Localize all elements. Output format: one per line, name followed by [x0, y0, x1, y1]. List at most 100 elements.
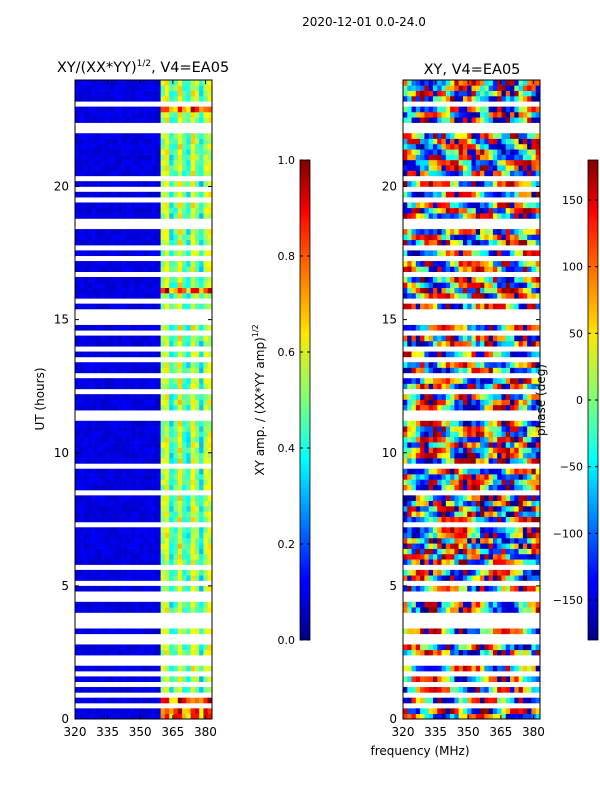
- amplitude-cell: [83, 287, 89, 294]
- amplitude-cell: [122, 697, 127, 704]
- amplitude-cell: [177, 708, 183, 714]
- phase-cell: [488, 665, 494, 672]
- phase-cell: [531, 532, 537, 539]
- phase-cell: [411, 138, 417, 145]
- phase-cell: [522, 191, 528, 198]
- phase-cell: [411, 378, 417, 384]
- phase-cell: [518, 229, 524, 235]
- amplitude-cell: [207, 170, 213, 177]
- amplitude-cell: [130, 133, 136, 139]
- amplitude-cell: [199, 207, 204, 214]
- amplitude-cell: [113, 665, 119, 672]
- amplitude-cell: [199, 293, 204, 299]
- phase-cell: [488, 644, 494, 651]
- phase-cell: [531, 261, 537, 267]
- phase-cell: [527, 138, 532, 145]
- amplitude-cell: [152, 394, 157, 400]
- phase-cell: [522, 468, 528, 475]
- amplitude-cell: [130, 394, 136, 400]
- amplitude-cell: [194, 287, 200, 294]
- phase-cell: [467, 277, 472, 283]
- amplitude-cell: [152, 484, 157, 491]
- amplitude-cell: [173, 95, 179, 102]
- amplitude-cell: [182, 708, 187, 714]
- amplitude-cell: [104, 261, 110, 267]
- amplitude-cell: [96, 713, 101, 720]
- amplitude-cell: [92, 234, 97, 241]
- phase-cell: [445, 159, 451, 166]
- amplitude-cell: [96, 607, 101, 613]
- phase-cell: [467, 687, 472, 693]
- phase-cell: [531, 149, 537, 155]
- amplitude-cell: [113, 708, 119, 714]
- amplitude-cell: [190, 287, 196, 294]
- amplitude-cell: [182, 266, 187, 273]
- phase-cell: [497, 585, 502, 592]
- phase-cell: [437, 287, 442, 294]
- amplitude-cell: [79, 181, 84, 187]
- amplitude-cell: [96, 495, 101, 501]
- phase-cell: [518, 266, 524, 273]
- phase-cell: [501, 234, 507, 241]
- amplitude-cell: [152, 282, 157, 288]
- phase-cell: [475, 708, 481, 714]
- phase-cell: [432, 191, 438, 198]
- phase-cell: [437, 394, 442, 400]
- phase-cell: [454, 516, 459, 523]
- phase-cell: [432, 266, 438, 273]
- amplitude-cell: [92, 149, 97, 155]
- amplitude-cell: [190, 553, 196, 560]
- phase-cell: [415, 143, 421, 150]
- phase-cell: [480, 452, 485, 459]
- phase-cell: [497, 293, 502, 299]
- phase-cell: [480, 644, 485, 651]
- phase-cell: [497, 644, 502, 651]
- amplitude-cell: [160, 665, 166, 672]
- phase-cell: [450, 676, 455, 683]
- amplitude-cell: [104, 229, 110, 235]
- phase-cell: [480, 585, 485, 592]
- phase-cell: [475, 687, 481, 693]
- amplitude-cell: [190, 426, 196, 432]
- amplitude-cell: [96, 207, 101, 214]
- phase-cell: [424, 676, 429, 683]
- phase-cell: [484, 170, 489, 177]
- amplitude-cell: [177, 649, 183, 656]
- phase-cell: [424, 250, 429, 257]
- phase-cell: [411, 527, 417, 533]
- phase-cell: [522, 340, 528, 347]
- phase-cell: [467, 170, 472, 177]
- phase-cell: [501, 133, 507, 139]
- phase-cell: [475, 665, 481, 672]
- amplitude-cell: [130, 170, 136, 177]
- amplitude-cell: [134, 708, 140, 714]
- phase-cell: [437, 367, 442, 374]
- amplitude-cell: [199, 553, 204, 560]
- amplitude-cell: [160, 133, 166, 139]
- phase-cell: [467, 191, 472, 198]
- amplitude-cell: [75, 399, 80, 406]
- amplitude-cell: [109, 516, 114, 523]
- amplitude-cell: [126, 575, 131, 581]
- phase-cell: [497, 282, 502, 288]
- amplitude-cell: [87, 362, 93, 368]
- phase-cell: [458, 447, 464, 454]
- phase-cell: [501, 500, 507, 507]
- phase-cell: [488, 202, 494, 209]
- phase-cell: [432, 495, 438, 501]
- amplitude-cell: [203, 250, 209, 257]
- phase-cell: [403, 687, 408, 693]
- amplitude-cell: [203, 404, 209, 411]
- phase-cell: [471, 468, 477, 475]
- phase-cell: [432, 340, 438, 347]
- phase-cell: [531, 202, 537, 209]
- amplitude-cell: [92, 404, 97, 411]
- phase-cell: [415, 436, 421, 443]
- amplitude-cell: [164, 266, 170, 273]
- amplitude-cell: [160, 95, 166, 102]
- amplitude-cell: [87, 106, 93, 113]
- phase-cell: [454, 378, 459, 384]
- phase-cell: [450, 261, 455, 267]
- phase-cell: [403, 303, 408, 310]
- amplitude-cell: [92, 250, 97, 257]
